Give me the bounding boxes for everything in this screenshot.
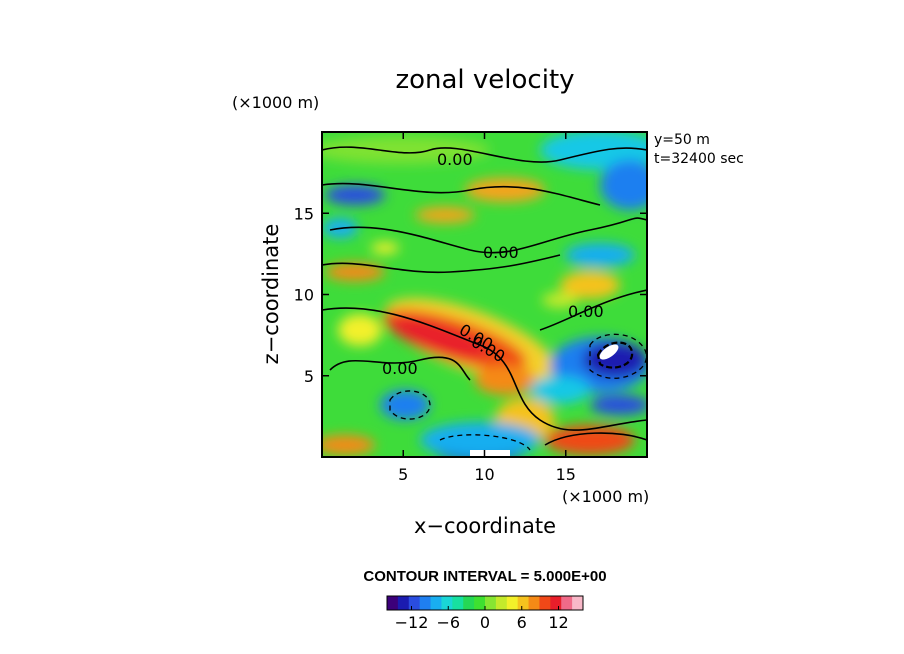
colorbar-swatch [506, 596, 519, 610]
colorbar-swatch [441, 596, 453, 610]
y-tick-label: 15 [294, 204, 314, 223]
colorbar-swatch [572, 596, 584, 610]
colorbar-swatch [430, 596, 442, 610]
colorbar-tick-label: −6 [436, 613, 460, 632]
colorbar [386, 595, 584, 611]
contour-label: 0.00 [483, 243, 519, 262]
colorbar-swatch [495, 596, 508, 610]
contour-interval-label: CONTOUR INTERVAL = 5.000E+00 [363, 568, 606, 585]
colorbar-ticks: −12 −6 0 6 12 [395, 606, 569, 632]
contour-label: 0.00 [382, 359, 418, 378]
colorbar-swatch [452, 596, 464, 610]
colorbar-swatch [539, 596, 551, 610]
x-tick-label: 5 [398, 465, 408, 484]
annotation-t: t=32400 sec [654, 151, 744, 167]
y-unit-label: (×1000 m) [232, 93, 319, 112]
contour-label: 0.00 [437, 150, 473, 169]
colorbar-tick-label: 6 [517, 613, 527, 632]
y-axis-ticks: 5 10 15 [294, 204, 647, 386]
colorbar-swatch [528, 596, 540, 610]
colorbar-tick-label: −12 [395, 613, 429, 632]
y-tick-label: 5 [304, 367, 314, 386]
x-tick-label: 15 [556, 465, 576, 484]
heatmap-field [322, 132, 647, 457]
colorbar-swatch [561, 596, 573, 610]
y-axis-label: z−coordinate [259, 224, 283, 365]
chart-title: zonal velocity [395, 65, 574, 95]
colorbar-tick-label: 12 [548, 613, 568, 632]
x-axis-label: x−coordinate [414, 514, 556, 538]
colorbar-swatch [419, 596, 432, 610]
y-tick-label: 10 [294, 286, 314, 305]
colorbar-swatch [397, 596, 410, 610]
x-axis-ticks: 5 10 15 [398, 132, 576, 484]
colorbar-swatch [485, 596, 497, 610]
x-unit-label: (×1000 m) [562, 487, 649, 506]
contour-label: 0.00 [568, 302, 604, 321]
colorbar-swatch [517, 596, 530, 610]
colorbar-swatch [550, 596, 562, 610]
colorbar-swatch [474, 596, 486, 610]
colorbar-tick-label: 0 [480, 613, 490, 632]
colorbar-swatch [387, 596, 399, 610]
x-tick-label: 10 [474, 465, 494, 484]
colorbar-swatch [463, 596, 475, 610]
annotation-y: y=50 m [654, 132, 710, 148]
colorbar-swatch [408, 596, 421, 610]
